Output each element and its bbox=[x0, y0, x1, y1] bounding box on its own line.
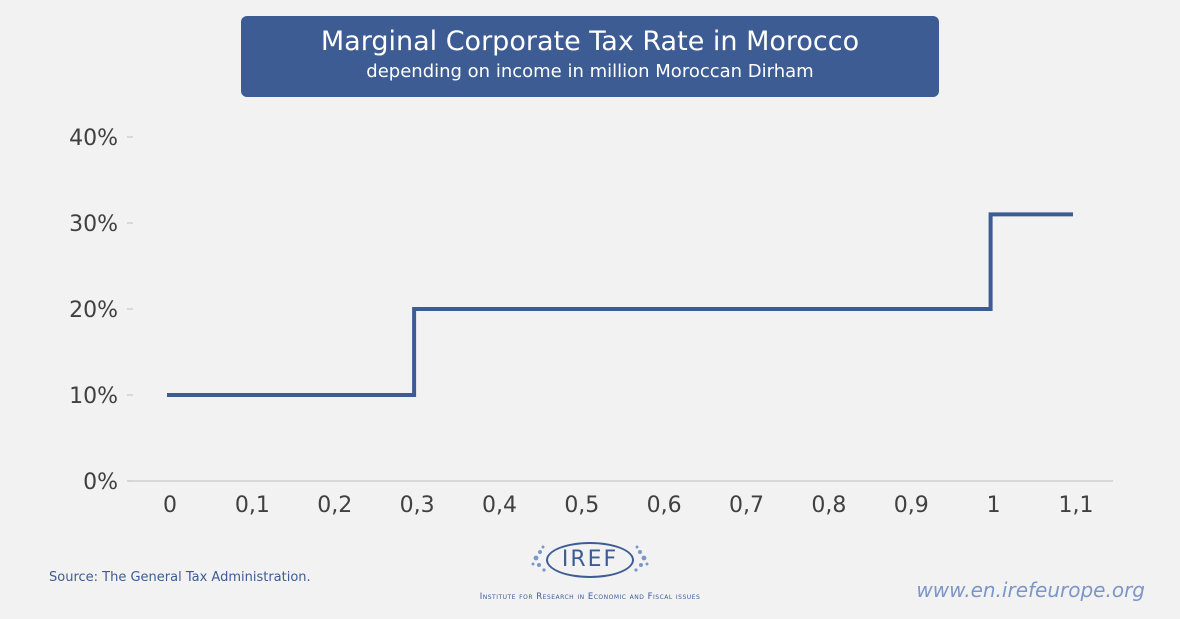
x-tick-label: 0,3 bbox=[400, 493, 435, 518]
x-tick-label: 0,6 bbox=[647, 493, 682, 518]
x-tick-label: 1 bbox=[987, 493, 1001, 518]
chart-series bbox=[166, 212, 1074, 397]
y-tick-label: 20% bbox=[69, 298, 118, 323]
chart-title-banner: Marginal Corporate Tax Rate in Morocco d… bbox=[241, 16, 939, 97]
y-tick-label: 40% bbox=[69, 126, 118, 151]
x-tick-label: 0,9 bbox=[894, 493, 929, 518]
series-line bbox=[167, 212, 1073, 397]
x-axis-labels: 0 0,1 0,2 0,3 0,4 0,5 0,6 0,7 0,8 0,9 1 1,1 bbox=[163, 493, 1094, 518]
chart-title: Marginal Corporate Tax Rate in Morocco bbox=[320, 26, 860, 57]
chart-subtitle: depending on income in million Moroccan … bbox=[366, 61, 814, 82]
x-tick-label: 0,1 bbox=[235, 493, 270, 518]
iref-logo: IREF Institute for Research in Economic … bbox=[440, 538, 740, 608]
x-tick-label: 0 bbox=[163, 493, 177, 518]
x-tick-label: 1,1 bbox=[1059, 493, 1094, 518]
source-note: Source: The General Tax Administration. bbox=[49, 570, 311, 585]
x-tick-label: 0,8 bbox=[811, 493, 846, 518]
x-tick-label: 0,2 bbox=[317, 493, 352, 518]
x-tick-label: 0,5 bbox=[564, 493, 599, 518]
y-axis-labels: 0% 10% 20% 30% 40% bbox=[69, 126, 118, 495]
chart-axes bbox=[127, 136, 1113, 482]
y-tick-label: 30% bbox=[69, 212, 118, 237]
logo-subtitle: Institute for Research in Economic and F… bbox=[479, 592, 701, 602]
x-tick-label: 0,7 bbox=[729, 493, 764, 518]
logo-wordmark: IREF bbox=[546, 542, 634, 578]
website-link[interactable]: www.en.irefeurope.org bbox=[916, 578, 1145, 602]
logo-dots-icon bbox=[531, 545, 649, 572]
x-tick-label: 0,4 bbox=[482, 493, 517, 518]
y-tick-label: 0% bbox=[83, 470, 118, 495]
y-tick-label: 10% bbox=[69, 384, 118, 409]
